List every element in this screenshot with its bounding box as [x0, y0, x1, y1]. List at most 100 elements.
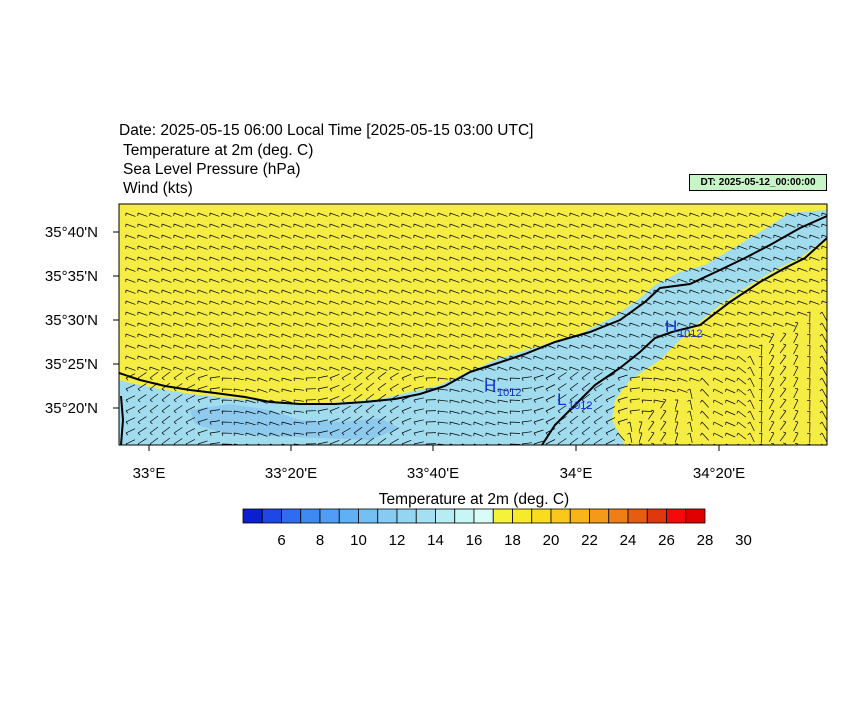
- wind-barb: [365, 415, 375, 425]
- wind-barb: [533, 311, 544, 316]
- wind-barb: [677, 289, 688, 294]
- wind-barb: [605, 245, 616, 250]
- wind-barb: [533, 429, 544, 436]
- wind-barb: [317, 333, 328, 338]
- wind-barb: [701, 234, 712, 239]
- wind-barb: [747, 410, 755, 421]
- wind-barb: [581, 234, 592, 239]
- wind-barb: [521, 409, 532, 414]
- wind-barb: [353, 355, 364, 360]
- wind-barb: [509, 278, 520, 283]
- wind-barb: [677, 300, 688, 305]
- wind-barb: [233, 399, 244, 404]
- wind-barb: [665, 223, 676, 228]
- wind-barb: [437, 289, 448, 294]
- wind-barb: [137, 344, 148, 349]
- wind-barb: [401, 384, 412, 392]
- wind-barb: [233, 278, 244, 283]
- wind-barb: [557, 256, 568, 261]
- wind-barb: [413, 234, 424, 239]
- wind-barb: [653, 344, 664, 349]
- wind-barb: [125, 223, 136, 228]
- wind-barb: [713, 388, 724, 394]
- wind-barb: [185, 373, 196, 381]
- pressure-high-value: 1012: [678, 328, 702, 340]
- wind-barb: [413, 256, 424, 261]
- wind-barb: [737, 278, 748, 283]
- wind-barb: [449, 289, 460, 294]
- wind-barb: [449, 333, 460, 338]
- colorbar-ticks: 6 8 10 12 14 16 18 20 22 24 26 28 30: [277, 532, 752, 549]
- wind-barb: [629, 355, 640, 360]
- wind-barb: [521, 212, 532, 217]
- wind-barb: [425, 399, 437, 404]
- wind-barb: [605, 234, 616, 239]
- wind-barb: [473, 377, 484, 382]
- wind-barb: [425, 212, 436, 217]
- wind-barb: [125, 428, 136, 436]
- wind-barb: [569, 355, 580, 360]
- wind-barb: [293, 278, 304, 283]
- wind-barb: [413, 386, 424, 392]
- wind-barb: [689, 300, 700, 305]
- wind-barb: [533, 333, 544, 338]
- wind-barb: [197, 322, 208, 327]
- wind-barb: [509, 377, 521, 381]
- map-plot-area: [119, 204, 827, 445]
- wind-barb: [736, 388, 747, 396]
- colorbar-tick-label: 14: [427, 532, 444, 549]
- wind-barb: [473, 388, 484, 393]
- wind-barb: [641, 366, 652, 371]
- wind-barb: [341, 212, 352, 217]
- wind-barb: [569, 289, 580, 294]
- wind-barb: [485, 333, 496, 338]
- wind-barb: [701, 366, 712, 371]
- wind-barb: [569, 366, 580, 371]
- wind-barb: [521, 300, 532, 305]
- wind-barb: [137, 234, 148, 239]
- wind-barb: [793, 377, 799, 388]
- wind-barb: [569, 300, 580, 305]
- wind-barb: [209, 223, 220, 228]
- wind-barb: [221, 245, 232, 250]
- wind-barb: [341, 300, 352, 305]
- wind-barb: [221, 333, 232, 338]
- wind-barb: [807, 366, 811, 378]
- wind-barb: [629, 333, 640, 338]
- wind-barb: [365, 256, 376, 261]
- wind-barb: [377, 311, 388, 316]
- wind-barb: [665, 267, 676, 272]
- wind-barb: [545, 417, 556, 425]
- wind-barb: [245, 377, 256, 382]
- wind-barb: [377, 366, 388, 371]
- wind-barb: [305, 443, 317, 445]
- wind-barb: [341, 311, 352, 316]
- wind-barb: [749, 344, 760, 349]
- wind-barb: [545, 267, 556, 272]
- wind-barb: [779, 420, 787, 431]
- wind-barb: [581, 382, 591, 392]
- wind-barb: [473, 410, 484, 415]
- wind-barb: [616, 443, 620, 445]
- wind-barb: [209, 355, 220, 360]
- colorbar-tick-label: 16: [466, 532, 483, 549]
- wind-barb: [497, 245, 508, 250]
- wind-barb: [737, 267, 748, 272]
- wind-barb: [629, 409, 640, 414]
- wind-barb: [653, 399, 664, 404]
- wind-barb: [793, 410, 799, 421]
- wind-barb: [293, 212, 304, 217]
- wind-barb: [197, 289, 208, 294]
- wind-barb: [521, 245, 532, 250]
- wind-barb: [293, 223, 304, 228]
- wind-barb: [641, 223, 652, 228]
- wind-barb: [353, 404, 363, 414]
- colorbar-swatch: [358, 508, 379, 524]
- wind-barb: [605, 267, 616, 272]
- wind-barb: [245, 289, 256, 294]
- wind-barb: [197, 366, 208, 371]
- wind-barb: [209, 267, 220, 272]
- wind-barb: [593, 416, 603, 425]
- wind-barb: [401, 417, 412, 425]
- wind-barb: [569, 382, 579, 392]
